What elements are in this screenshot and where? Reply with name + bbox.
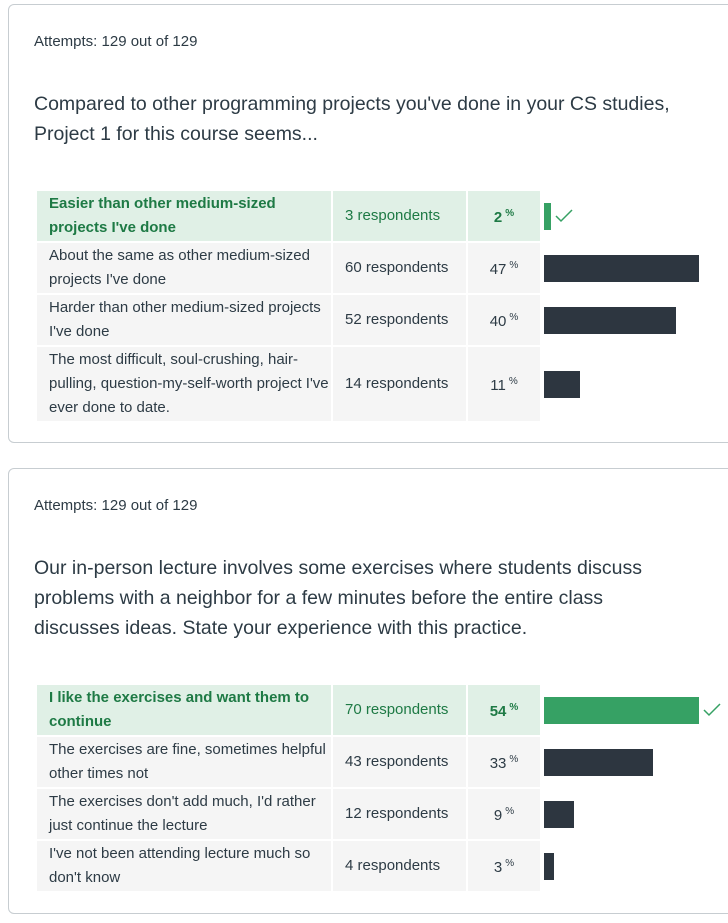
answer-row: I like the exercises and want them to co… [37, 685, 728, 735]
respondent-count: 3 respondents [333, 191, 466, 241]
percent-value: 47 [489, 261, 507, 278]
percent-value: 33 [489, 755, 507, 772]
percent-bar [544, 370, 580, 398]
respondent-count: 14 respondents [333, 347, 466, 421]
percent-symbol: % [505, 806, 515, 817]
percent-symbol: % [505, 858, 515, 869]
answer-percent: 47% [468, 243, 540, 293]
question-text: Compared to other programming projects y… [34, 93, 670, 145]
answer-percent: 33% [468, 737, 540, 787]
respondent-count: 52 respondents [333, 295, 466, 345]
percent-value: 9 [493, 807, 503, 824]
answer-percent: 9% [468, 789, 540, 839]
respondent-count: 43 respondents [333, 737, 466, 787]
answer-percent: 11% [468, 347, 540, 421]
percent-symbol: % [505, 208, 515, 219]
answer-row: The exercises are fine, sometimes helpfu… [37, 737, 728, 787]
percent-value: 54 [489, 703, 507, 720]
answer-label: The exercises are fine, sometimes helpfu… [37, 737, 331, 787]
answer-row: I've not been attending lecture much so … [37, 841, 728, 891]
answer-label: The most difficult, soul-crushing, hair-… [37, 347, 331, 421]
percent-bar [544, 852, 554, 880]
percent-bar [544, 254, 699, 282]
question-text: Our in-person lecture involves some exer… [34, 557, 643, 639]
percent-symbol: % [509, 754, 519, 765]
percent-symbol: % [509, 312, 519, 323]
answer-stats-table: Easier than other medium-sized projects … [35, 189, 728, 423]
percent-bar [544, 202, 551, 230]
answer-row: The most difficult, soul-crushing, hair-… [37, 347, 728, 421]
percent-bar [544, 748, 653, 776]
respondent-count: 70 respondents [333, 685, 466, 735]
check-icon [555, 209, 573, 223]
percent-symbol: % [509, 702, 519, 713]
attempts-count: Attempts: 129 out of 129 [34, 497, 198, 514]
answer-label: I've not been attending lecture much so … [37, 841, 331, 891]
respondent-count: 12 respondents [333, 789, 466, 839]
percent-bar [544, 696, 699, 724]
percent-value: 40 [489, 313, 507, 330]
answer-stats-table: I like the exercises and want them to co… [35, 683, 728, 893]
answer-label: Easier than other medium-sized projects … [37, 191, 331, 241]
percent-value: 3 [493, 859, 503, 876]
check-icon [703, 703, 721, 717]
question-card-1: Attempts: 129 out of 129 Compared to oth… [8, 4, 728, 443]
answer-row: Easier than other medium-sized projects … [37, 191, 728, 241]
answer-percent: 2% [468, 191, 540, 241]
percent-bar [544, 800, 574, 828]
answer-percent: 40% [468, 295, 540, 345]
percent-value: 11 [490, 377, 506, 394]
answer-percent: 54% [468, 685, 540, 735]
answer-row: Harder than other medium-sized projects … [37, 295, 728, 345]
respondent-count: 60 respondents [333, 243, 466, 293]
percent-value: 2 [493, 209, 503, 226]
answer-row: About the same as other medium-sized pro… [37, 243, 728, 293]
answer-label: The exercises don't add much, I'd rather… [37, 789, 331, 839]
percent-bar [544, 306, 676, 334]
question-card-2: Attempts: 129 out of 129 Our in-person l… [8, 468, 728, 914]
answer-percent: 3% [468, 841, 540, 891]
answer-label: I like the exercises and want them to co… [37, 685, 331, 735]
answer-row: The exercises don't add much, I'd rather… [37, 789, 728, 839]
attempts-count: Attempts: 129 out of 129 [34, 33, 198, 50]
answer-label: About the same as other medium-sized pro… [37, 243, 331, 293]
answer-label: Harder than other medium-sized projects … [37, 295, 331, 345]
respondent-count: 4 respondents [333, 841, 466, 891]
percent-symbol: % [508, 376, 518, 387]
percent-symbol: % [509, 260, 519, 271]
